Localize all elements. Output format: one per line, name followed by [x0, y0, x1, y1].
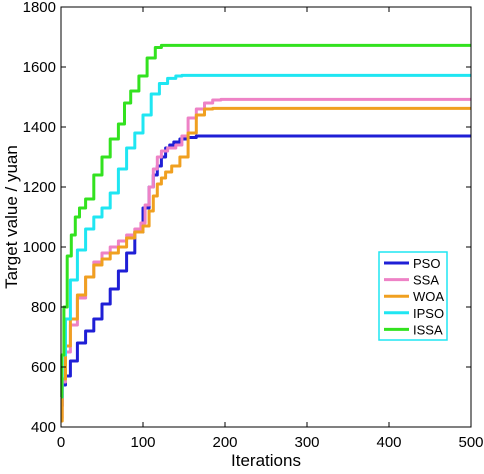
x-tick-label: 400 [376, 434, 401, 451]
y-tick-label: 1400 [23, 119, 56, 136]
plot-area [61, 7, 471, 427]
x-tick-label: 200 [212, 434, 237, 451]
series-line-ipso [60, 73, 471, 399]
x-tick-label: 500 [458, 434, 483, 451]
y-axis-ticks: 400 600 800 1000 1200 1400 1600 1800 [23, 0, 471, 436]
legend-label-pso: PSO [413, 256, 440, 271]
legend-label-woa: WOA [413, 289, 444, 304]
series-line-issa [60, 43, 471, 399]
y-tick-label: 1600 [23, 59, 56, 76]
legend-label-issa: ISSA [413, 322, 443, 337]
y-tick-label: 800 [31, 299, 56, 316]
x-tick-label: 0 [57, 434, 65, 451]
x-axis-label: Iterations [231, 451, 301, 469]
series-layer [60, 43, 471, 423]
y-tick-label: 1800 [23, 0, 56, 16]
legend-label-ssa: SSA [413, 273, 439, 288]
legend-label-ipso: IPSO [413, 306, 444, 321]
y-tick-label: 600 [31, 359, 56, 376]
x-tick-label: 300 [294, 434, 319, 451]
series-line-woa [60, 106, 471, 423]
plot-frame [60, 6, 472, 428]
x-tick-label: 100 [130, 434, 155, 451]
y-tick-label: 1000 [23, 239, 56, 256]
x-axis-ticks: 0 100 200 300 400 500 [57, 7, 484, 451]
y-axis-label: Target value / yuan [2, 145, 21, 289]
y-tick-label: 1200 [23, 179, 56, 196]
y-tick-label: 400 [31, 419, 56, 436]
